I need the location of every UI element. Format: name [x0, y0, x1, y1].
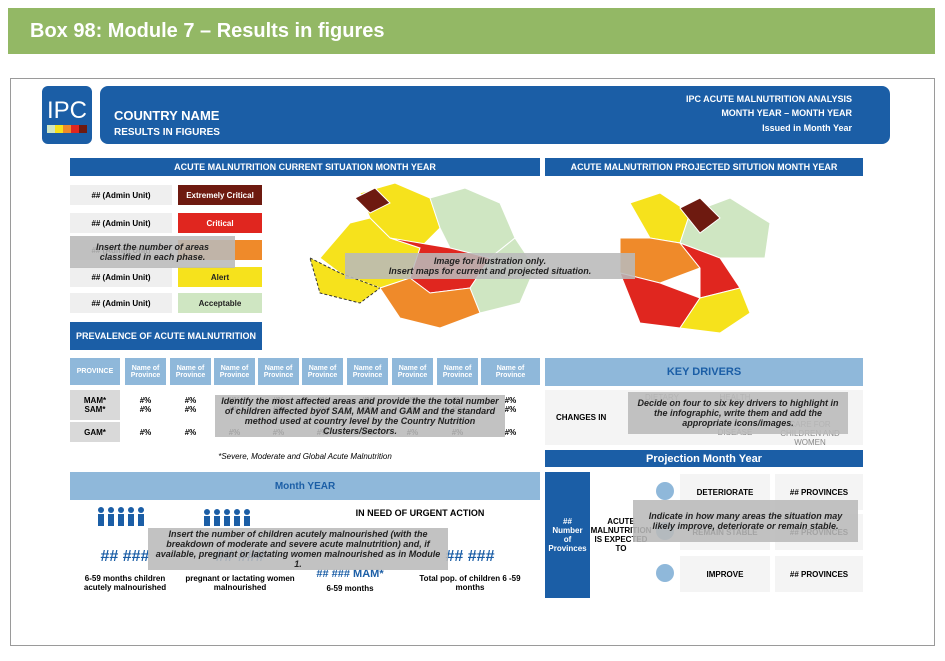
cell-value: #% [184, 396, 197, 405]
table-header-cell: Name of Province [481, 358, 540, 385]
logo-text: IPC [46, 97, 87, 124]
table-cell: #% [481, 422, 540, 442]
children-title: Month YEAR [70, 472, 540, 500]
children-note: Insert the number of children acutely ma… [148, 528, 448, 570]
admin-unit-label: ## (Admin Unit) [70, 213, 172, 233]
cell-value: #% [184, 405, 197, 414]
legend-note: Insert the number of areas classified in… [70, 236, 235, 268]
table-header-cell: Name of Province [392, 358, 433, 385]
table-cell: #% [125, 422, 166, 442]
group-number: ## ### [445, 548, 495, 565]
projected-title: ACUTE MALNUTRITION PROJECTED SITUTION MO… [545, 158, 863, 176]
cell-value: #% [504, 396, 517, 405]
footnote: *Severe, Moderate and Global Acute Malnu… [218, 452, 392, 461]
analysis-name: IPC ACUTE MALNUTRITION ANALYSIS [685, 94, 852, 104]
issued: Issued in Month Year [762, 123, 852, 133]
people-icons [98, 507, 250, 526]
admin-unit-label: ## (Admin Unit) [70, 185, 172, 205]
projection-note: Indicate in how many areas the situation… [633, 500, 858, 542]
map-note: Image for illustration only. Insert maps… [345, 253, 635, 279]
banner: COUNTRY NAME RESULTS IN FIGURES IPC ACUT… [100, 86, 890, 144]
drivers-title: KEY DRIVERS [545, 358, 863, 386]
logo: IPC [42, 86, 92, 144]
table-header-cell: Name of Province [125, 358, 166, 385]
table-cell: #%#% [481, 390, 540, 420]
urgent-label: IN NEED OF URGENT ACTION [355, 508, 485, 518]
table-header-cell: Name of Province [258, 358, 299, 385]
table-cell: #%#% [170, 390, 211, 420]
table-header-cell: Name of Province [437, 358, 478, 385]
status-count: ## PROVINCES [775, 556, 863, 592]
group-label: pregnant or lactating women malnourished [185, 574, 295, 592]
cell-value: #% [184, 427, 197, 437]
phase-box: Acceptable [178, 293, 262, 313]
prevalence-title: PREVALENCE OF ACUTE MALNUTRITION [70, 322, 262, 350]
group-number: ## ### [100, 548, 150, 565]
group-label: Total pop. of children 6 -59 months [419, 574, 521, 592]
status-icon [656, 564, 674, 582]
group-number: ## ### MAM* [316, 568, 384, 580]
projection-title: Projection Month Year [545, 450, 863, 467]
current-title: ACUTE MALNUTRITION CURRENT SITUATION MON… [70, 158, 540, 176]
map-note-line: Insert maps for current and projected si… [388, 266, 592, 276]
admin-unit-label: ## (Admin Unit) [70, 293, 172, 313]
group-label: 6-59 months children acutely malnourishe… [83, 574, 167, 592]
table-header-cell: Name of Province [214, 358, 255, 385]
banner-subtitle: RESULTS IN FIGURES [114, 127, 220, 138]
map-note-line: Image for illustration only. [433, 256, 547, 266]
projected-map [619, 192, 771, 334]
table-header-cell: Name of Province [347, 358, 388, 385]
table-header-cell: Name of Province [170, 358, 211, 385]
row-label-cell: MAM* SAM* [70, 390, 120, 420]
frame [10, 78, 935, 646]
expected-label: ACUTE MALNUTRITION IS EXPECTED TO [590, 517, 652, 553]
logo-colors [47, 125, 87, 133]
box-title: Box 98: Module 7 – Results in figures [30, 20, 385, 42]
analysis-period: MONTH YEAR – MONTH YEAR [721, 108, 852, 118]
box-header: Box 98: Module 7 – Results in figures [8, 8, 935, 54]
phase-box: Extremely Critical [178, 185, 262, 205]
row-label: GAM* [84, 427, 106, 437]
cell-value: #% [504, 405, 517, 414]
table-cell: #% [170, 422, 211, 442]
table-header-cell: PROVINCE [70, 358, 120, 385]
drivers-note: Decide on four to six key drivers to hig… [628, 392, 848, 434]
status-icon [656, 482, 674, 500]
status-label: IMPROVE [680, 556, 770, 592]
province-count: ## Number of Provinces [545, 472, 590, 598]
cell-value: #% [139, 405, 152, 414]
changes-label: CHANGES IN [556, 413, 607, 422]
row-label-cell: GAM* [70, 422, 120, 442]
table-note: Identify the most affected areas and pro… [215, 395, 505, 437]
cell-value: #% [504, 427, 517, 437]
phase-box: Alert [178, 267, 262, 287]
row-label: MAM* [83, 396, 107, 405]
cell-value: #% [139, 396, 152, 405]
country-name: COUNTRY NAME [114, 108, 220, 123]
phase-box: Critical [178, 213, 262, 233]
table-cell: #%#% [125, 390, 166, 420]
table-header-cell: Name of Province [302, 358, 343, 385]
row-label: SAM* [84, 405, 106, 414]
admin-unit-label: ## (Admin Unit) [70, 267, 172, 287]
cell-value: #% [139, 427, 152, 437]
group-label: 6-59 months [326, 584, 374, 593]
